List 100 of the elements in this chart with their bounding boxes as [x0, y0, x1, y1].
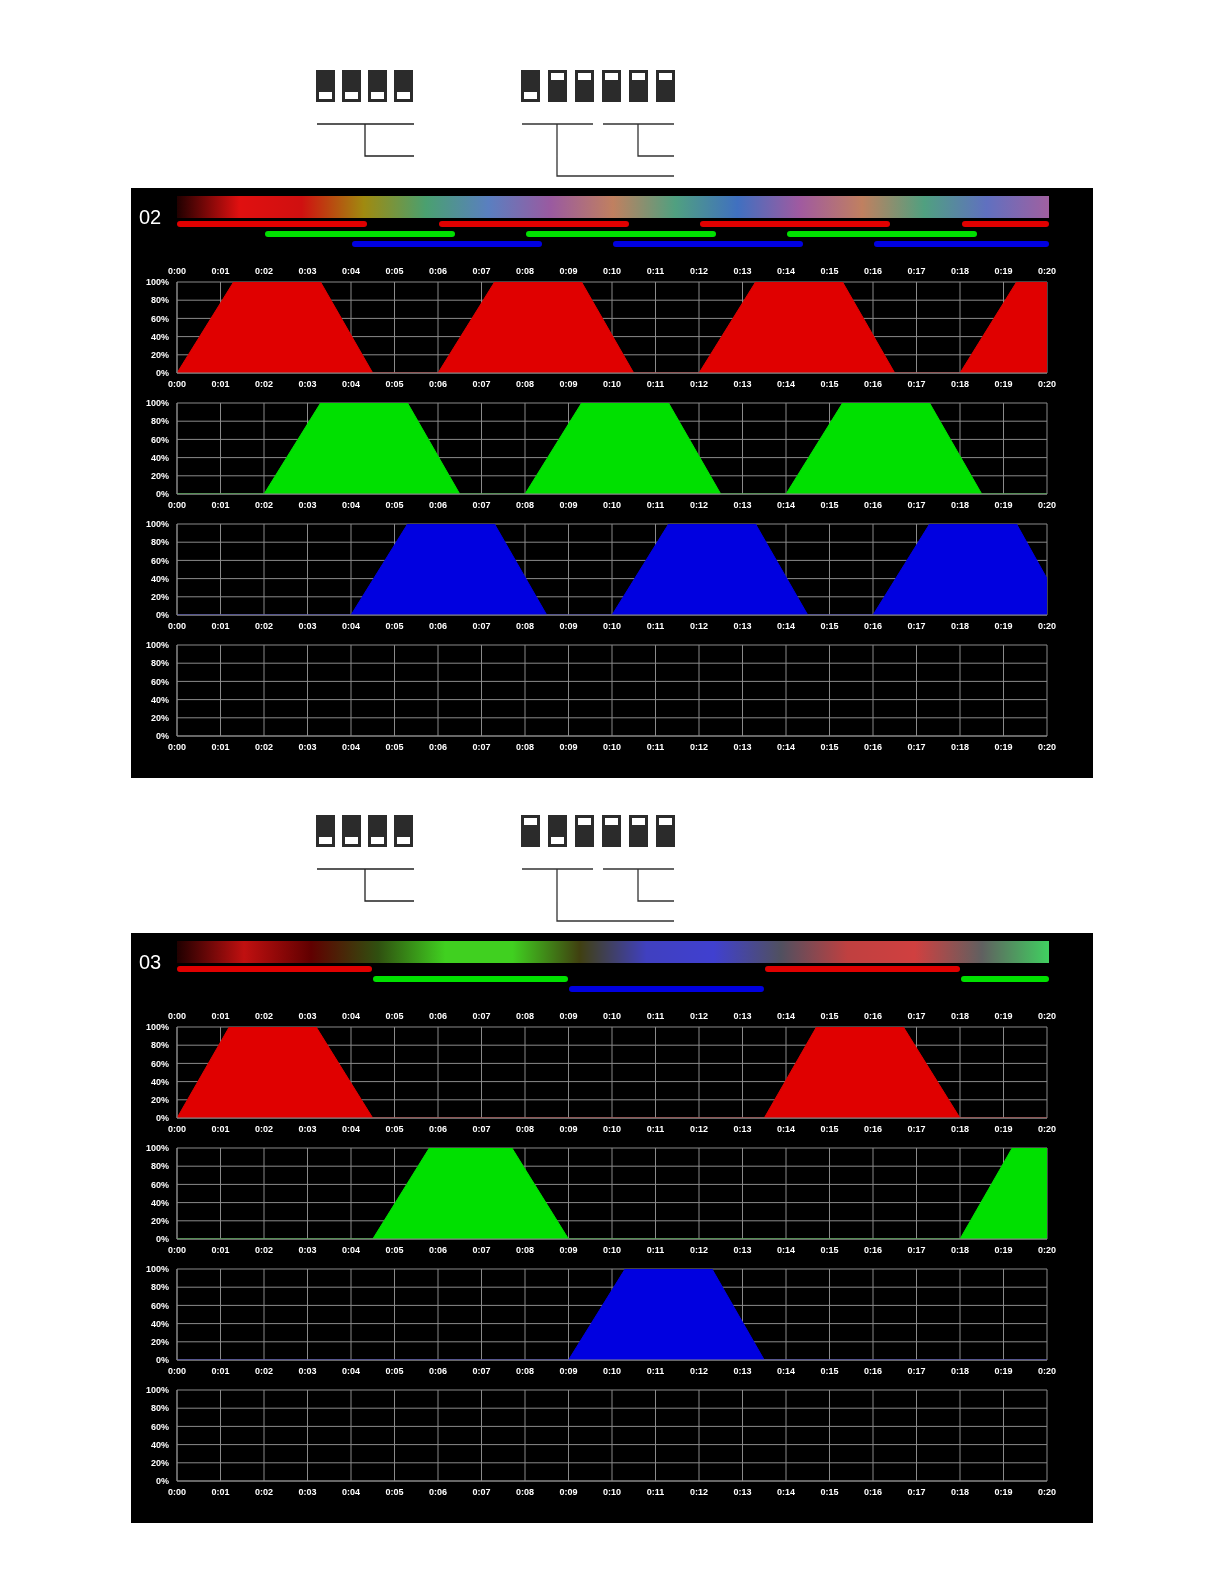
y-tick-label: 20%	[150, 591, 169, 602]
x-tick-label: 0:01	[211, 1487, 230, 1498]
x-tick-label: 0:03	[298, 1245, 317, 1256]
x-tick-label: 0:01	[211, 1245, 230, 1256]
x-tick-label: 0:08	[515, 500, 535, 511]
x-tick-label: 0:04	[341, 1487, 361, 1498]
x-tick-label: 0:01	[211, 1011, 230, 1021]
x-tick-label: 0:16	[863, 1487, 883, 1498]
y-tick-label: 20%	[150, 349, 169, 360]
x-tick-label: 0:06	[428, 1011, 448, 1021]
y-tick-label: 100%	[145, 640, 169, 651]
x-tick-label: 0:13	[733, 1011, 752, 1021]
x-tick-label: 0:09	[559, 1487, 578, 1498]
y-tick-label: 20%	[150, 1215, 169, 1226]
x-tick-label: 0:11	[646, 1011, 665, 1021]
y-tick-label: 100%	[145, 277, 169, 288]
x-tick-label: 0:12	[689, 1487, 709, 1498]
x-tick-label: 0:03	[298, 742, 317, 753]
y-tick-label: 60%	[150, 1179, 169, 1190]
x-tick-label: 0:08	[515, 1487, 535, 1498]
x-tick-label: 0:02	[254, 742, 274, 753]
x-tick-label: 0:16	[863, 621, 883, 632]
x-tick-label: 0:02	[254, 500, 274, 511]
y-tick-label: 0%	[155, 731, 169, 742]
x-tick-label: 0:04	[341, 1366, 361, 1377]
y-tick-label: 80%	[150, 537, 169, 548]
x-tick-label: 0:12	[689, 1245, 709, 1256]
x2-tick-label: 0:07	[472, 1124, 491, 1135]
x-tick-label: 0:11	[646, 1245, 665, 1256]
x-tick-label: 0:09	[559, 500, 578, 511]
x-tick-label: 0:14	[776, 742, 796, 753]
x-tick-label: 0:09	[559, 1366, 578, 1377]
x-tick-label: 0:19	[994, 500, 1013, 511]
x-tick-label: 0:20	[1037, 1487, 1057, 1498]
x-tick-label: 0:09	[559, 742, 578, 753]
y-tick-label: 0%	[155, 1113, 169, 1124]
chart-title: 03	[139, 951, 162, 974]
x-tick-label: 0:13	[733, 1245, 752, 1256]
y-tick-label: 0%	[155, 489, 169, 500]
x-tick-label: 0:00	[167, 1487, 187, 1498]
x2-tick-label: 0:07	[472, 379, 491, 390]
x-tick-label: 0:13	[733, 266, 752, 276]
x-tick-label: 0:01	[211, 266, 230, 276]
x-tick-label: 0:19	[994, 742, 1013, 753]
x-tick-label: 0:14	[776, 500, 796, 511]
x-tick-label: 0:09	[559, 1011, 578, 1021]
x2-tick-label: 0:04	[341, 1124, 361, 1135]
y-tick-label: 20%	[150, 1094, 169, 1105]
x-tick-label: 0:18	[950, 266, 970, 276]
x-tick-label: 0:05	[385, 1487, 404, 1498]
x-tick-label: 0:17	[907, 742, 926, 753]
x-tick-label: 0:20	[1037, 500, 1057, 511]
x2-tick-label: 0:20	[1037, 1124, 1057, 1135]
x-tick-label: 0:10	[602, 500, 622, 511]
x2-tick-label: 0:12	[689, 1124, 709, 1135]
y-tick-label: 60%	[150, 1300, 169, 1311]
y-tick-label: 40%	[150, 452, 169, 463]
x2-tick-label: 0:18	[950, 1124, 970, 1135]
x-tick-label: 0:14	[776, 1366, 796, 1377]
x-tick-label: 0:11	[646, 742, 665, 753]
x2-tick-label: 0:05	[385, 1124, 404, 1135]
x-tick-label: 0:10	[602, 1487, 622, 1498]
x-tick-label: 0:16	[863, 742, 883, 753]
y-tick-label: 40%	[150, 1439, 169, 1450]
y-tick-label: 100%	[145, 519, 169, 530]
x-tick-label: 0:06	[428, 1487, 448, 1498]
y-tick-label: 60%	[150, 1421, 169, 1432]
x-tick-label: 0:10	[602, 1366, 622, 1377]
x2-tick-label: 0:11	[646, 1124, 665, 1135]
y-tick-label: 80%	[150, 295, 169, 306]
y-tick-label: 0%	[155, 1355, 169, 1366]
y-tick-label: 0%	[155, 1476, 169, 1487]
x-tick-label: 0:02	[254, 1366, 274, 1377]
x-tick-label: 0:08	[515, 1011, 535, 1021]
y-tick-label: 60%	[150, 555, 169, 566]
x-tick-label: 0:15	[820, 1011, 839, 1021]
x-tick-label: 0:09	[559, 1245, 578, 1256]
x2-tick-label: 0:09	[559, 379, 578, 390]
x2-tick-label: 0:18	[950, 379, 970, 390]
x2-tick-label: 0:16	[863, 379, 883, 390]
x-tick-label: 0:06	[428, 266, 448, 276]
x-tick-label: 0:15	[820, 742, 839, 753]
x2-tick-label: 0:09	[559, 1124, 578, 1135]
x-tick-label: 0:18	[950, 500, 970, 511]
y-tick-label: 40%	[150, 1197, 169, 1208]
y-tick-label: 80%	[150, 1403, 169, 1414]
x-tick-label: 0:20	[1037, 742, 1057, 753]
x-tick-label: 0:08	[515, 266, 535, 276]
x-tick-label: 0:20	[1037, 1245, 1057, 1256]
x-tick-label: 0:10	[602, 742, 622, 753]
x-tick-label: 0:07	[472, 1245, 491, 1256]
x-tick-label: 0:09	[559, 266, 578, 276]
x-tick-label: 0:05	[385, 621, 404, 632]
x-tick-label: 0:07	[472, 500, 491, 511]
x-tick-label: 0:01	[211, 500, 230, 511]
x-tick-label: 0:10	[602, 1011, 622, 1021]
x-tick-label: 0:12	[689, 500, 709, 511]
x-tick-label: 0:05	[385, 500, 404, 511]
x2-tick-label: 0:19	[994, 379, 1013, 390]
x-tick-label: 0:15	[820, 1245, 839, 1256]
